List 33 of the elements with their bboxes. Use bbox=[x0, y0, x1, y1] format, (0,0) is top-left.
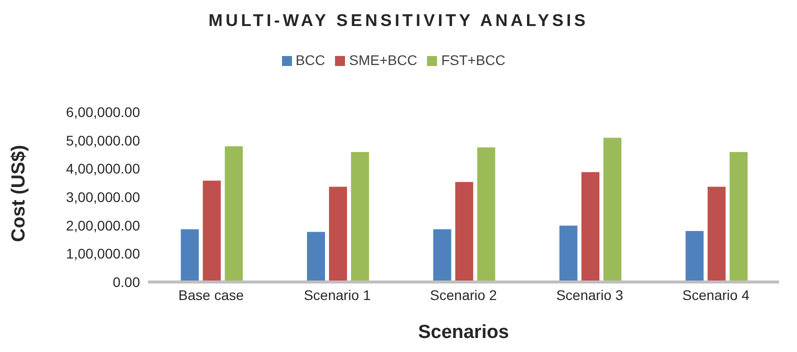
x-tick-label: Base case bbox=[178, 286, 244, 303]
y-tick-label: 0.00 bbox=[112, 274, 140, 290]
legend-label: SME+BCC bbox=[349, 52, 418, 68]
y-tick-label: 4,00,000.00 bbox=[66, 160, 140, 177]
bar bbox=[730, 152, 748, 282]
bar bbox=[708, 186, 726, 282]
bar bbox=[559, 226, 578, 282]
bar bbox=[455, 182, 474, 282]
y-tick-label: 3,00,000.00 bbox=[66, 188, 140, 205]
bar bbox=[202, 180, 221, 282]
bar bbox=[686, 231, 704, 282]
bar bbox=[477, 147, 496, 282]
legend-label: FST+BCC bbox=[441, 52, 506, 68]
y-tick-label: 6,00,000.00 bbox=[66, 104, 140, 120]
x-axis-title: Scenarios bbox=[418, 322, 509, 343]
bar bbox=[351, 152, 370, 282]
chart-title: MULTI-WAY SENSITIVITY ANALYSIS bbox=[208, 10, 590, 32]
x-tick-label: Scenario 4 bbox=[682, 286, 750, 303]
legend-label: BCC bbox=[296, 52, 326, 68]
bar bbox=[224, 146, 243, 282]
bar bbox=[180, 229, 199, 282]
y-tick-label: 5,00,000.00 bbox=[66, 132, 140, 148]
bar bbox=[581, 172, 600, 282]
x-tick-label: Scenario 2 bbox=[430, 286, 498, 303]
y-tick-label: 1,00,000.00 bbox=[66, 246, 140, 262]
bar bbox=[433, 229, 452, 282]
x-tick-label: Scenario 1 bbox=[304, 286, 371, 303]
bar bbox=[603, 138, 622, 282]
y-tick-label: 2,00,000.00 bbox=[66, 217, 140, 234]
x-tick-label: Scenario 3 bbox=[556, 286, 624, 303]
y-axis-title: Cost (US$) bbox=[8, 144, 30, 242]
bar bbox=[307, 232, 326, 282]
bar bbox=[329, 186, 348, 282]
